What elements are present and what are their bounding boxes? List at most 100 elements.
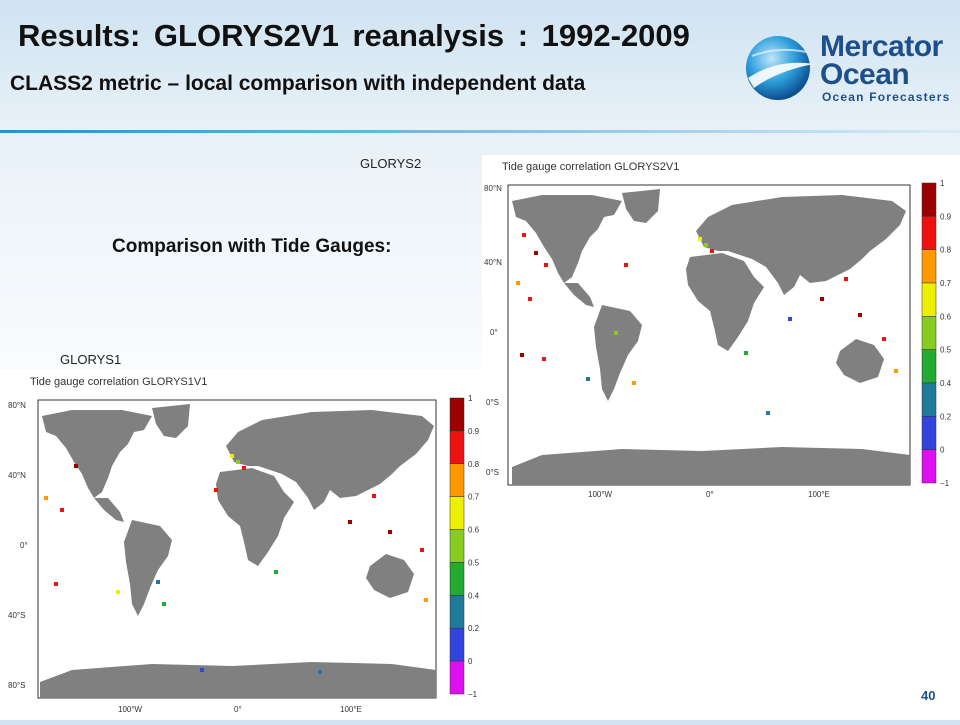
colorbar-segment [921, 416, 937, 450]
lat-tick-label: 40°N [8, 471, 26, 480]
gauge-marker [54, 582, 58, 586]
colorbar-segment [449, 595, 465, 629]
gauge-marker [534, 251, 538, 255]
land-antarctica [512, 447, 910, 485]
land-masses [40, 404, 436, 698]
lat-tick-label: 40°N [484, 258, 502, 267]
colorbar-segment [449, 562, 465, 596]
colorbar-segment [449, 529, 465, 563]
lon-tick-label: 100°E [340, 705, 362, 714]
gauge-marker [744, 351, 748, 355]
gauge-marker [44, 496, 48, 500]
land-masses [512, 189, 910, 485]
colorbar-segment [449, 660, 465, 695]
colorbar-segment [921, 182, 937, 217]
gauge-marker [388, 530, 392, 534]
colorbar-segment [449, 496, 465, 530]
gauge-marker [710, 249, 714, 253]
colorbar-label: −1 [940, 479, 950, 488]
land-australia [366, 554, 414, 598]
map-ticks: 80°N 40°N 0° 0°S 0°S 100°W 0° 100°E [484, 184, 830, 499]
colorbar-segment [449, 397, 465, 432]
gauge-marker [424, 598, 428, 602]
gauge-marker [162, 602, 166, 606]
colorbar-label: 0.6 [468, 526, 480, 535]
lon-tick-label: 0° [234, 705, 242, 714]
map-title: Tide gauge correlation GLORYS1V1 [30, 376, 207, 388]
gauge-marker [858, 313, 862, 317]
gauge-marker [820, 297, 824, 301]
land-central-america [94, 498, 124, 522]
colorbar-segment [921, 449, 937, 484]
gauge-marker [844, 277, 848, 281]
colorbar: 1 0.9 0.8 0.7 0.6 0.5 0.4 0.2 0 −1 [921, 179, 952, 488]
gauge-marker [60, 508, 64, 512]
comparison-heading: Comparison with Tide Gauges: [112, 236, 392, 257]
gauge-marker [242, 466, 246, 470]
gauge-markers [516, 233, 898, 415]
lat-tick-label: 0°S [486, 398, 499, 407]
land-greenland [152, 404, 190, 438]
gauge-markers [44, 454, 428, 674]
gauge-marker [372, 494, 376, 498]
gauge-marker [236, 460, 240, 464]
map-figure-glorys1: Tide gauge correlation GLORYS1V1 80°N 40… [8, 376, 480, 714]
land-antarctica [40, 662, 436, 698]
colorbar-segment [449, 430, 465, 465]
colorbar-segment [449, 627, 465, 662]
gauge-marker [318, 670, 322, 674]
mercator-ocean-logo: Mercator Ocean Ocean Forecasters [742, 26, 952, 112]
map-label-glorys2: GLORYS2 [360, 156, 422, 171]
gauge-marker [420, 548, 424, 552]
colorbar-segment [921, 316, 937, 350]
gauge-marker [274, 570, 278, 574]
gauge-marker [614, 331, 618, 335]
globe-swoosh-icon [746, 36, 814, 100]
lat-tick-label: 40°S [8, 611, 25, 620]
lat-tick-label: 0° [20, 541, 28, 550]
colorbar-segment [921, 382, 937, 417]
slide-subtitle: CLASS2 metric – local comparison with in… [10, 72, 586, 95]
colorbar-label: 0.6 [940, 312, 952, 321]
land-north-america [512, 195, 622, 283]
lon-tick-label: 100°E [808, 490, 830, 499]
colorbar-label: 0.8 [940, 246, 952, 255]
land-africa [216, 468, 294, 566]
colorbar-segment [449, 463, 465, 497]
land-south-america [124, 520, 172, 616]
colorbar-segment [921, 349, 937, 384]
logo-wordmark-line2: Ocean [820, 58, 910, 91]
gauge-marker [882, 337, 886, 341]
lat-tick-label: 80°S [8, 681, 25, 690]
land-south-america [594, 305, 642, 401]
map-title: Tide gauge correlation GLORYS2V1 [502, 161, 679, 173]
colorbar-label: 0.7 [940, 279, 952, 288]
gauge-marker [894, 369, 898, 373]
land-eurasia [696, 195, 906, 295]
colorbar: 1 0.9 0.8 0.7 0.6 0.5 0.4 0.2 0 −1 [449, 394, 480, 699]
colorbar-label: 1 [940, 179, 945, 188]
colorbar-segment [921, 249, 937, 284]
page-number: 40 [921, 688, 936, 703]
map-ticks: 80°N 40°N 0° 40°S 80°S 100°W 0° 100°E [8, 401, 362, 714]
header-divider [0, 130, 960, 133]
gauge-marker [586, 377, 590, 381]
logo-wordmark-line1: Mercator [820, 30, 943, 63]
land-eurasia [226, 410, 434, 510]
gauge-marker [544, 263, 548, 267]
gauge-marker [74, 464, 78, 468]
colorbar-label: 0.5 [468, 558, 480, 567]
lon-tick-label: 100°W [118, 705, 143, 714]
colorbar-label: 0.8 [468, 460, 480, 469]
colorbar-segment [921, 216, 937, 250]
colorbar-label: −1 [468, 690, 478, 699]
colorbar-label: 0 [940, 446, 945, 455]
colorbar-label: 0.9 [468, 427, 480, 436]
land-north-america [42, 410, 152, 498]
land-africa [686, 253, 764, 351]
gauge-marker [116, 590, 120, 594]
land-australia [836, 339, 884, 383]
colorbar-label: 0.5 [940, 346, 952, 355]
gauge-marker [698, 237, 702, 241]
map-label-glorys1: GLORYS1 [60, 352, 122, 367]
